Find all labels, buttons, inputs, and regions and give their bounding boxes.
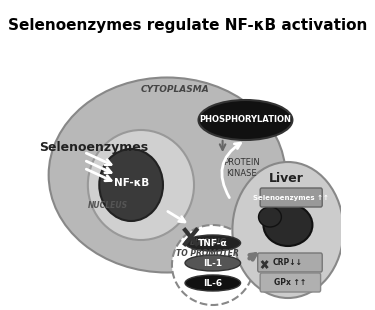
FancyBboxPatch shape: [258, 253, 322, 272]
Text: IL-6: IL-6: [203, 278, 222, 287]
FancyBboxPatch shape: [260, 273, 321, 292]
Text: Selenoenzymes ↑↑: Selenoenzymes ↑↑: [253, 194, 329, 201]
Text: Selenoenzymes: Selenoenzymes: [39, 141, 148, 154]
Text: BINDING
TO PROMOTER: BINDING TO PROMOTER: [177, 238, 239, 258]
Text: Selenoenzymes regulate NF-κB activation: Selenoenzymes regulate NF-κB activation: [8, 18, 367, 33]
Ellipse shape: [99, 149, 163, 221]
Circle shape: [232, 162, 344, 298]
FancyBboxPatch shape: [260, 188, 322, 207]
Ellipse shape: [198, 100, 292, 140]
Ellipse shape: [185, 275, 241, 291]
Text: CYTOPLASMA: CYTOPLASMA: [141, 86, 210, 95]
Ellipse shape: [185, 255, 241, 271]
Ellipse shape: [263, 204, 312, 246]
Text: GPx ↑↑: GPx ↑↑: [274, 278, 306, 287]
Text: IL-1: IL-1: [203, 259, 222, 268]
Text: Liver: Liver: [269, 171, 304, 184]
Ellipse shape: [258, 207, 281, 227]
Text: PROTEIN
KINASE: PROTEIN KINASE: [223, 158, 260, 178]
Text: PHOSPHORYLATION: PHOSPHORYLATION: [200, 116, 291, 125]
Ellipse shape: [49, 78, 285, 272]
Ellipse shape: [172, 225, 254, 305]
Ellipse shape: [185, 235, 241, 251]
Text: TNF-α: TNF-α: [198, 238, 228, 247]
Text: NUCLEUS: NUCLEUS: [88, 201, 128, 210]
Text: CRP↓↓: CRP↓↓: [273, 258, 303, 267]
Ellipse shape: [88, 130, 194, 240]
Text: NF-κB: NF-κB: [114, 178, 149, 188]
